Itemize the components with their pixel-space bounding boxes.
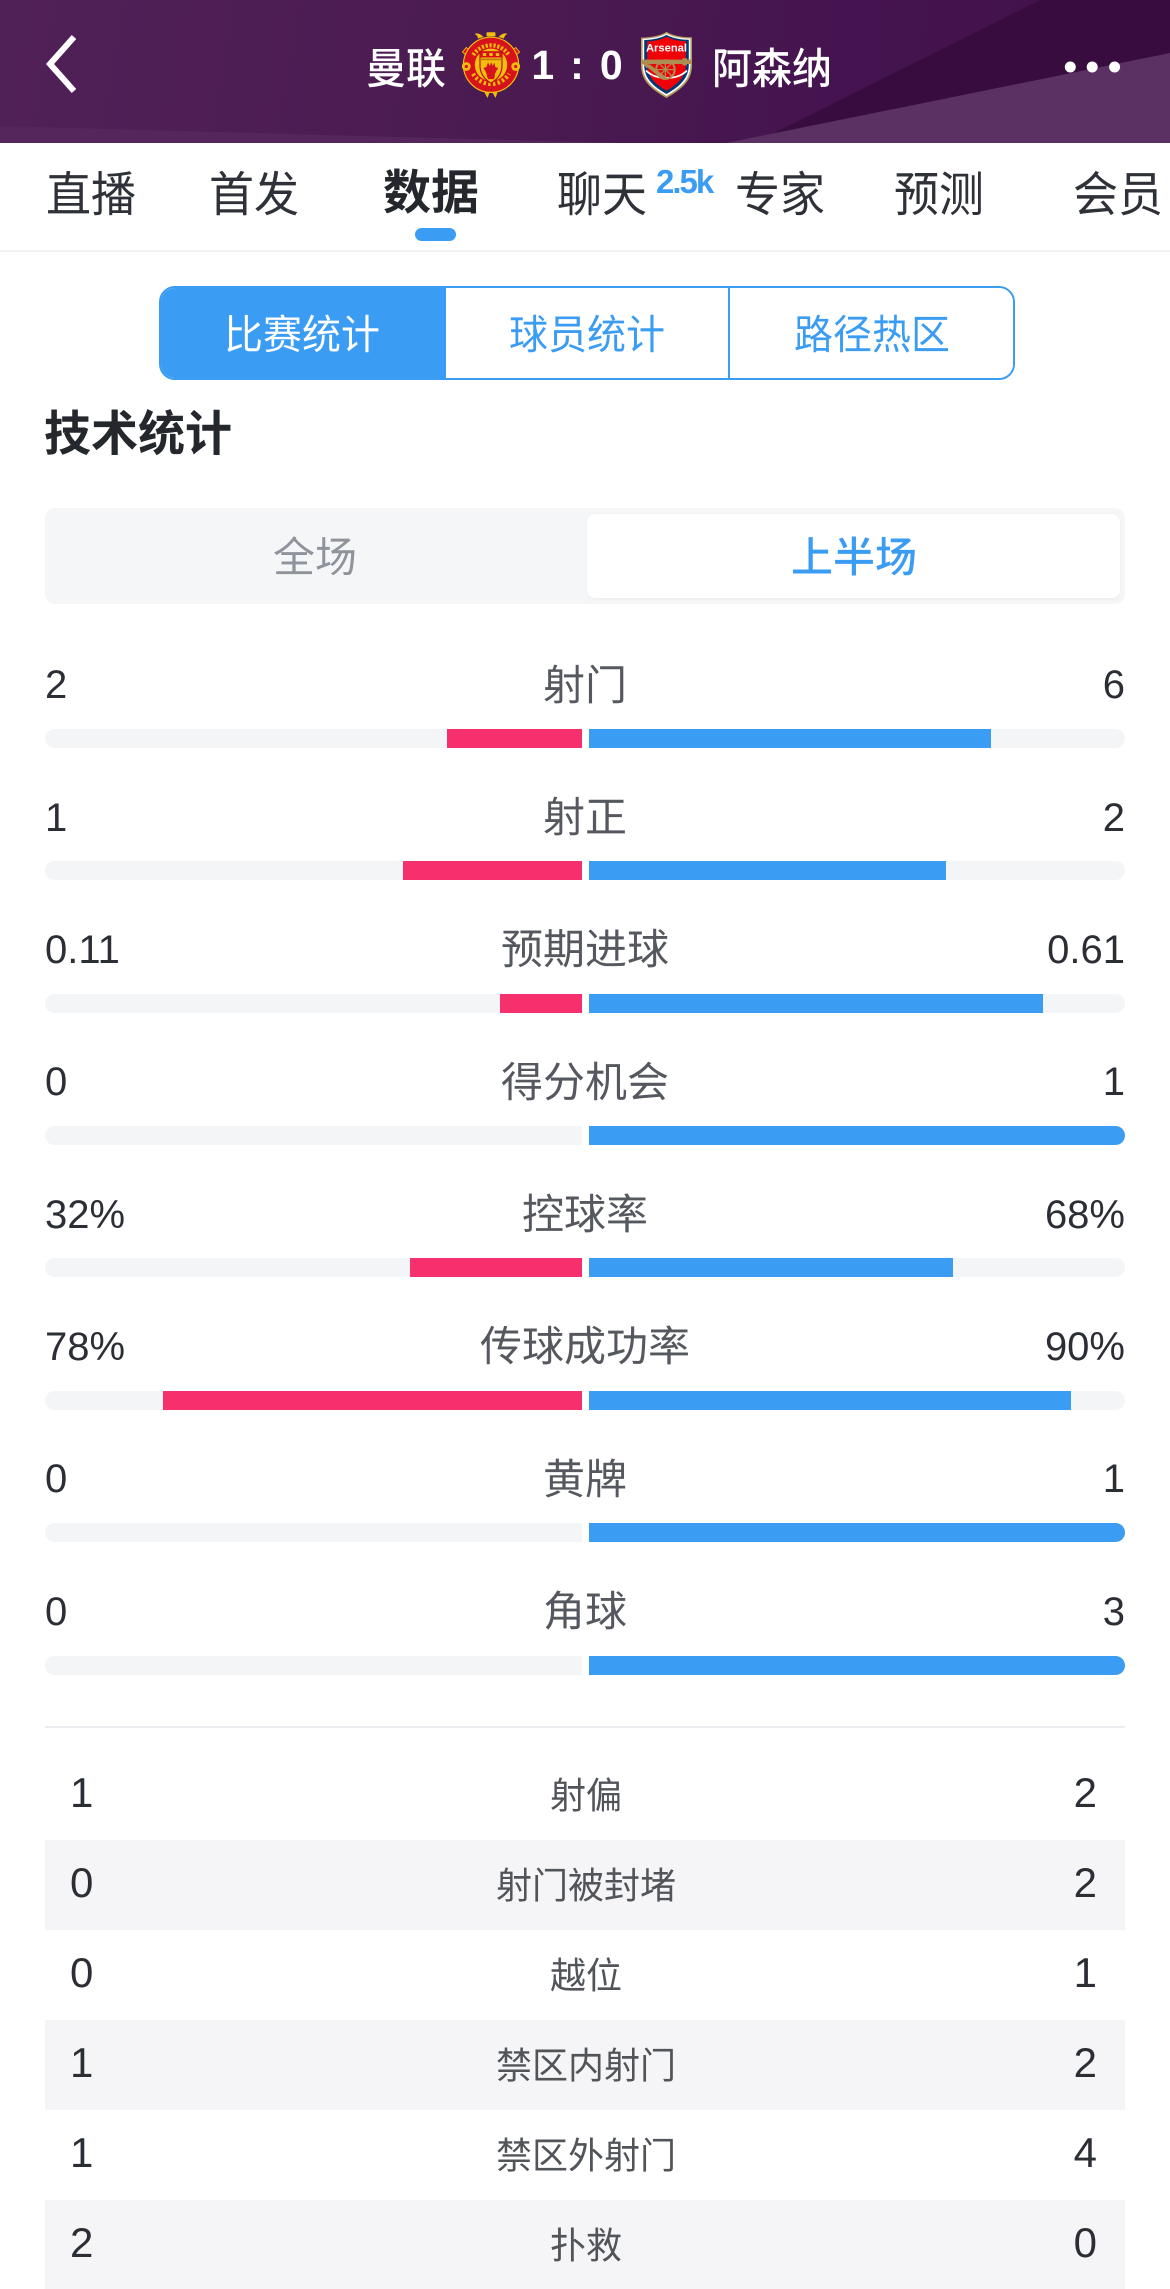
- svg-text:Arsenal: Arsenal: [646, 43, 687, 55]
